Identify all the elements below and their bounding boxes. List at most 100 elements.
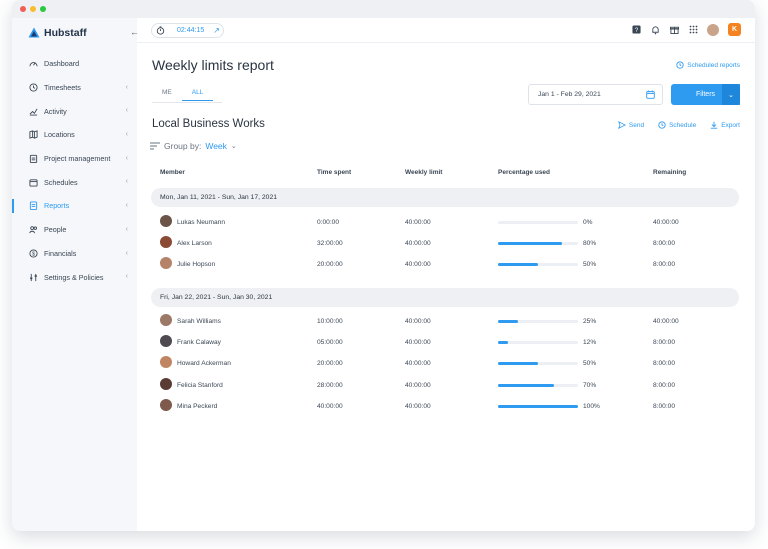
- minimize-window-dot[interactable]: [30, 6, 36, 12]
- brand-logo[interactable]: Hubstaff: [28, 26, 87, 40]
- group-by-control[interactable]: Group by: Week ⌄: [150, 141, 237, 151]
- sidebar-nav: Dashboard Timesheets ‹ Activity ‹ Locations ‹ P…: [12, 52, 137, 289]
- export-button[interactable]: Export: [710, 121, 740, 129]
- week-group-header[interactable]: Fri, Jan 22, 2021 - Sun, Jan 30, 2021: [151, 288, 739, 307]
- table-row[interactable]: Lukas Neumann 0:00:00 40:00:00 0% 40:00:00: [152, 212, 738, 233]
- member-name[interactable]: Sarah Williams: [177, 318, 221, 325]
- table-row[interactable]: Felicia Stanford 28:00:00 40:00:00 70% 8:00:…: [152, 375, 738, 396]
- time-spent: 20:00:00: [317, 360, 343, 368]
- svg-text:$: $: [32, 251, 35, 257]
- member-name[interactable]: Julie Hopson: [177, 261, 216, 269]
- help-icon[interactable]: ?: [631, 25, 641, 35]
- week-group-header[interactable]: Mon, Jan 11, 2021 - Sun, Jan 17, 2021: [151, 188, 739, 207]
- sidebar-item-reports[interactable]: Reports ‹: [12, 194, 137, 218]
- weekly-limit: 40:00:00: [405, 318, 431, 325]
- dollar-icon: $: [29, 249, 38, 258]
- timer-widget[interactable]: 02:44:15 ↗: [151, 23, 224, 38]
- top-bar: 02:44:15 ↗ ? K: [137, 18, 755, 43]
- percentage-bar: [498, 341, 578, 345]
- tab-me[interactable]: ME: [162, 89, 172, 96]
- tab-all[interactable]: ALL: [181, 87, 214, 101]
- page-title: Weekly limits report: [152, 57, 274, 73]
- member-name[interactable]: Frank Calaway: [177, 339, 221, 347]
- send-label: Send: [628, 121, 645, 129]
- chevron-left-icon: ‹: [125, 178, 128, 186]
- sidebar-item-label: Reports: [44, 201, 70, 211]
- table-row[interactable]: Alex Larson 32:00:00 40:00:00 80% 8:00:00: [152, 233, 738, 254]
- member-name[interactable]: Lukas Neumann: [177, 219, 226, 226]
- percentage-bar: [498, 404, 578, 408]
- chevron-left-icon: ‹: [125, 131, 128, 139]
- app-window: Hubstaff ← Dashboard Timesheets ‹ Activity ‹…: [12, 0, 755, 531]
- stopwatch-icon: [156, 26, 165, 35]
- gift-icon[interactable]: [669, 25, 679, 35]
- member-avatar: [160, 257, 172, 270]
- apps-grid-icon[interactable]: [688, 25, 698, 35]
- clock-icon: [29, 83, 38, 92]
- sidebar-item-activity[interactable]: Activity ‹: [12, 99, 137, 123]
- sidebar-item-label: Locations: [44, 130, 75, 140]
- percentage-used: 80%: [583, 240, 597, 248]
- column-member: Member: [160, 169, 185, 176]
- sidebar-item-label: Financials: [44, 248, 77, 258]
- hubstaff-logo-icon: [28, 27, 40, 38]
- close-window-dot[interactable]: [20, 6, 26, 12]
- time-spent: 0:00:00: [317, 219, 339, 226]
- percentage-bar-fill: [498, 362, 538, 366]
- member-name[interactable]: Mina Peckerd: [177, 402, 218, 410]
- table-row[interactable]: Frank Calaway 05:00:00 40:00:00 12% 8:00:00: [152, 332, 738, 353]
- maximize-window-dot[interactable]: [40, 6, 46, 12]
- time-spent: 10:00:00: [317, 318, 343, 325]
- schedule-label: Schedule: [669, 121, 697, 129]
- member-avatar: [160, 335, 172, 348]
- percentage-bar-fill: [498, 320, 518, 323]
- date-range-picker[interactable]: Jan 1 - Feb 29, 2021: [528, 84, 663, 105]
- table-row[interactable]: Julie Hopson 20:00:00 40:00:00 50% 8:00:00: [152, 254, 738, 275]
- percentage-bar-fill: [498, 383, 554, 387]
- table-row[interactable]: Sarah Williams 10:00:00 40:00:00 25% 40:00:0…: [152, 311, 738, 332]
- remaining: 8:00:00: [653, 381, 675, 389]
- member-avatar: [160, 377, 172, 390]
- percentage-bar: [498, 320, 578, 323]
- chevron-left-icon: ‹: [125, 273, 128, 281]
- sidebar-item-schedules[interactable]: Schedules ‹: [12, 170, 137, 194]
- sidebar-item-locations[interactable]: Locations ‹: [12, 123, 137, 147]
- table-header: Member Time spent Weekly limit Percentag…: [152, 167, 738, 179]
- group-by-label: Group by:: [164, 141, 202, 151]
- sidebar-item-label: Project management: [44, 154, 111, 164]
- remaining: 8:00:00: [653, 261, 675, 269]
- sidebar-item-people[interactable]: People ‹: [12, 218, 137, 242]
- send-button[interactable]: Send: [617, 121, 645, 129]
- table-row[interactable]: Mina Peckerd 40:00:00 40:00:00 100% 8:00:00: [152, 396, 738, 417]
- member-name[interactable]: Howard Ackerman: [177, 360, 231, 368]
- sidebar-item-settings-policies[interactable]: Settings & Policies ‹: [12, 265, 137, 289]
- percentage-bar: [498, 383, 578, 387]
- remaining: 40:00:00: [653, 219, 679, 226]
- svg-text:?: ?: [634, 27, 638, 34]
- scheduled-reports-link[interactable]: Scheduled reports: [676, 61, 740, 69]
- sidebar-item-timesheets[interactable]: Timesheets ‹: [12, 76, 137, 100]
- member-name[interactable]: Alex Larson: [177, 240, 212, 248]
- chevron-down-icon: ⌄: [230, 143, 237, 150]
- sidebar-item-project-management[interactable]: Project management ‹: [12, 147, 137, 171]
- sidebar-item-dashboard[interactable]: Dashboard: [12, 52, 137, 76]
- percentage-used: 50%: [583, 261, 597, 269]
- member-avatar: [160, 356, 172, 369]
- user-avatar[interactable]: [707, 23, 719, 36]
- chevron-left-icon: ‹: [125, 249, 128, 257]
- chevron-left-icon: ‹: [125, 107, 128, 115]
- schedule-button[interactable]: Schedule: [658, 121, 696, 129]
- percentage-bar-fill: [498, 242, 562, 246]
- export-label: Export: [721, 121, 740, 129]
- time-spent: 05:00:00: [317, 339, 343, 347]
- table-row[interactable]: Howard Ackerman 20:00:00 40:00:00 50% 8:00:0…: [152, 353, 738, 374]
- clipboard-icon: [29, 154, 38, 164]
- collapse-sidebar-arrow-icon[interactable]: ←: [130, 27, 139, 37]
- bell-icon[interactable]: [650, 25, 660, 35]
- organization-badge[interactable]: K: [728, 23, 741, 36]
- open-timer-arrow-icon[interactable]: ↗: [213, 26, 220, 35]
- column-time-spent: Time spent: [317, 169, 352, 176]
- member-name[interactable]: Felicia Stanford: [177, 381, 223, 389]
- sidebar-item-financials[interactable]: $ Financials ‹: [12, 242, 137, 266]
- filters-dropdown-chevron-icon[interactable]: ⌄: [722, 84, 740, 105]
